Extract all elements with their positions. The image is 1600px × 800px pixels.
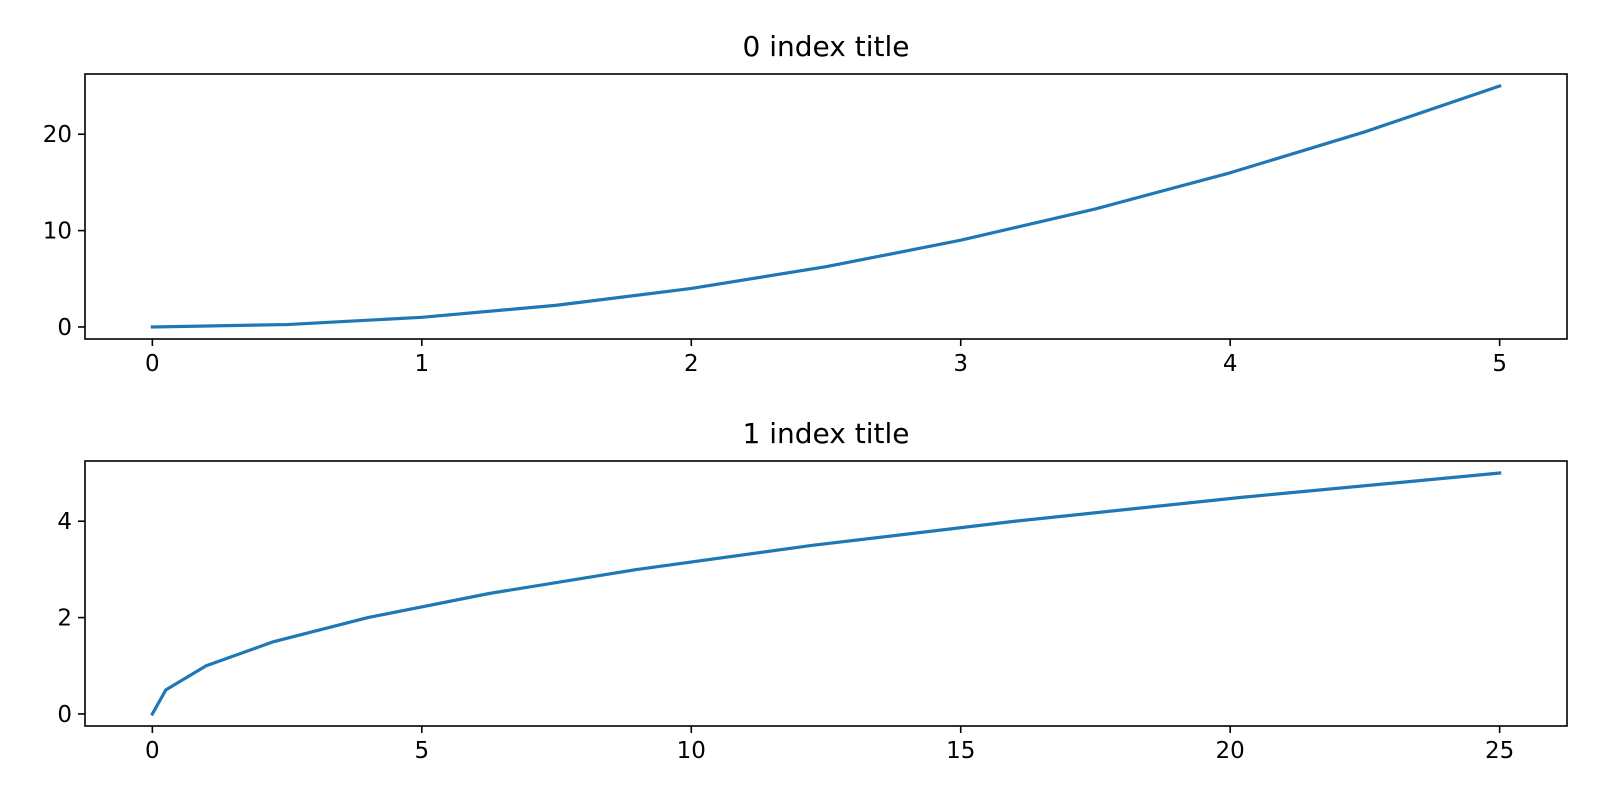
subplot-1-x-tick-label-1: 5 [414, 738, 429, 764]
subplot-1-axes-frame [84, 460, 1568, 727]
subplot-0-x-tick-label-1: 1 [414, 351, 429, 377]
subplot-1-x-tick-label-2: 10 [677, 738, 706, 764]
subplot-0-x-tick-label-5: 5 [1492, 351, 1507, 377]
subplot-1-x-tick-label-3: 15 [946, 738, 975, 764]
subplot-1-plot-area: 0 5 10 15 20 25 0 2 4 [57, 460, 1568, 764]
subplot-1-y-tick-label-0: 0 [57, 702, 72, 728]
subplot-1-x-tick-label-0: 0 [145, 738, 160, 764]
subplot-1-x-tick-label-5: 25 [1485, 738, 1514, 764]
subplot-0-title: 0 index title [743, 30, 910, 63]
subplot-0-x-tick-label-4: 4 [1223, 351, 1238, 377]
subplot-0-series-0-line [150, 84, 1502, 329]
subplot-0-plot-area: 0 1 2 3 4 5 0 10 20 [43, 73, 1568, 377]
subplot-0-y-tick-label-1: 10 [43, 219, 72, 245]
subplot-1-x-tick-label-4: 20 [1216, 738, 1245, 764]
subplot-1-y-tick-label-1: 2 [57, 606, 72, 632]
subplot-0-axes-frame [84, 73, 1568, 340]
subplot-0-x-tick-label-2: 2 [684, 351, 699, 377]
subplot-0: 0 index title 0 1 2 3 4 5 0 10 20 [43, 30, 1568, 377]
subplot-1-title: 1 index title [743, 417, 910, 450]
subplot-0-x-tick-label-3: 3 [953, 351, 968, 377]
subplot-1-series-0-line [150, 471, 1502, 717]
subplot-0-y-tick-label-2: 20 [43, 122, 72, 148]
subplot-1: 1 index title 0 5 10 15 20 25 0 2 4 [57, 417, 1568, 764]
subplot-0-y-tick-label-0: 0 [57, 315, 72, 341]
subplot-0-x-tick-label-0: 0 [145, 351, 160, 377]
subplot-1-y-tick-label-2: 4 [57, 509, 72, 535]
